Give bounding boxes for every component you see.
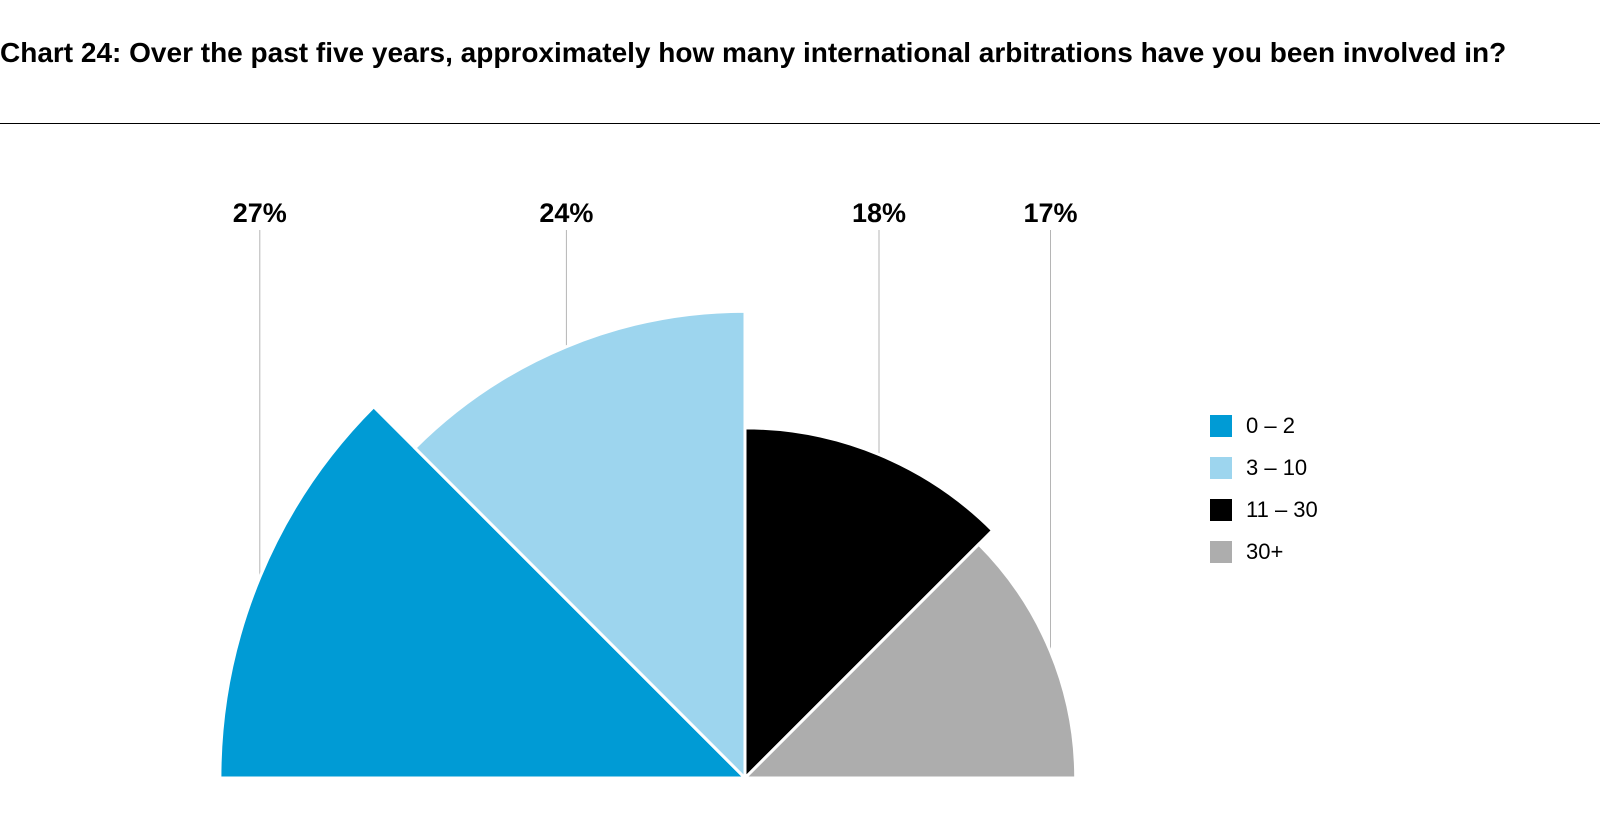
legend-label: 11 – 30 — [1246, 497, 1318, 522]
legend-swatch — [1210, 499, 1232, 521]
value-label-30-plus: 17% — [1023, 198, 1077, 228]
legend-swatch — [1210, 415, 1232, 437]
legend-label: 0 – 2 — [1246, 413, 1295, 438]
legend-item-11-30: 11 – 30 — [1210, 489, 1318, 531]
legend-item-3-10: 3 – 10 — [1210, 447, 1318, 489]
title-divider — [0, 123, 1600, 124]
legend-swatch — [1210, 541, 1232, 563]
slice-3-10 — [412, 309, 747, 782]
chart-legend: 0 – 2 3 – 10 11 – 30 30+ — [1210, 405, 1318, 573]
slice-11-30 — [743, 426, 995, 782]
value-label-3-10: 24% — [539, 198, 593, 228]
value-label-0-2: 27% — [233, 198, 287, 228]
legend-swatch — [1210, 457, 1232, 479]
legend-label: 30+ — [1246, 539, 1284, 564]
slice-0-2 — [218, 404, 749, 780]
legend-item-0-2: 0 – 2 — [1210, 405, 1318, 447]
legend-item-30-plus: 30+ — [1210, 531, 1318, 573]
legend-label: 3 – 10 — [1246, 455, 1308, 480]
chart-title: Chart 24: Over the past five years, appr… — [0, 37, 1507, 68]
value-label-11-30: 18% — [852, 198, 906, 228]
slice-30-plus — [741, 542, 1078, 780]
